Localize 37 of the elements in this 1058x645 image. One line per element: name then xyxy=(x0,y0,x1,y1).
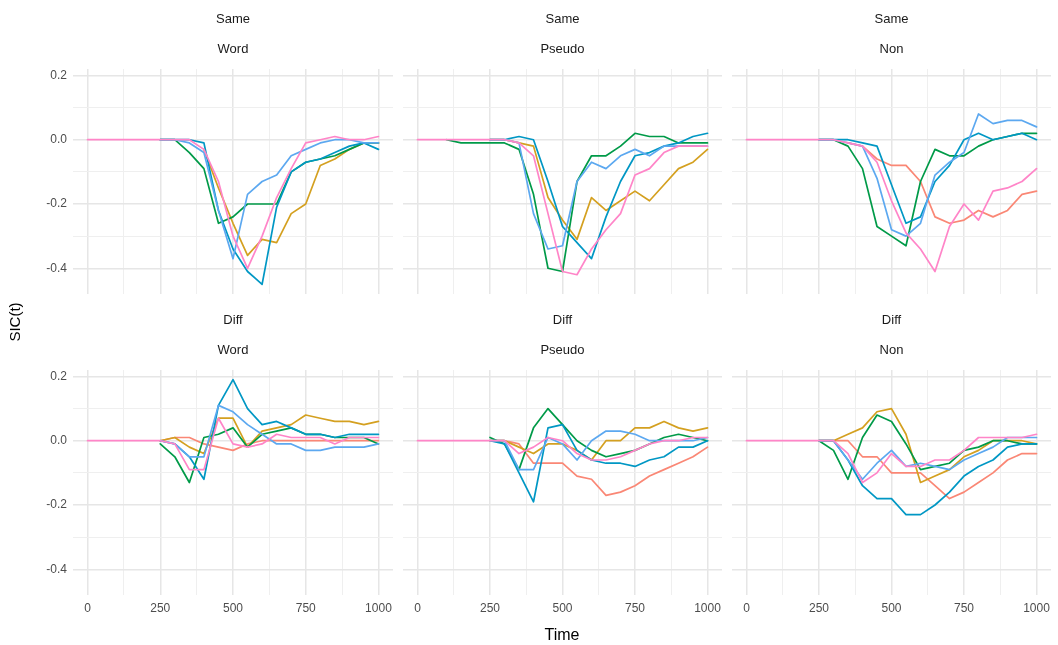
chart-title: Diff xyxy=(551,312,574,328)
chart-title: Diff xyxy=(222,312,244,328)
y-tick-label: 0.0 xyxy=(50,433,68,448)
chart-subtitle: Non xyxy=(878,342,905,358)
y-tick-label: -0.2 xyxy=(46,196,68,211)
x-tick-label: 750 xyxy=(624,600,646,615)
x-tick-label: 1000 xyxy=(1023,600,1051,615)
chart-title: Diff xyxy=(880,312,903,328)
chart-subtitle: Word xyxy=(216,41,250,57)
y-axis-title: SIC(t) xyxy=(5,302,23,342)
chart-subtitle: Non xyxy=(878,41,905,57)
y-tick-label: 0.2 xyxy=(50,67,68,82)
y-tick-label: -0.2 xyxy=(46,497,68,512)
x-tick-label: 0 xyxy=(414,600,422,615)
x-tick-label: 1000 xyxy=(365,600,393,615)
y-tick-label: -0.4 xyxy=(46,561,68,576)
chart-subtitle: Pseudo xyxy=(539,342,586,358)
x-axis-title: Time xyxy=(544,626,580,644)
y-tick-label: 0.0 xyxy=(50,132,68,147)
chart-title: Same xyxy=(215,11,251,27)
chart-title: Same xyxy=(544,11,581,27)
x-tick-label: 500 xyxy=(222,600,244,615)
y-tick-label: 0.2 xyxy=(50,368,68,383)
x-tick-label: 0 xyxy=(743,600,751,615)
y-tick-label: -0.4 xyxy=(46,260,68,275)
chart-title: Same xyxy=(873,11,910,27)
chart-subtitle: Word xyxy=(216,342,250,358)
x-tick-label: 250 xyxy=(808,600,830,615)
x-tick-label: 500 xyxy=(881,600,902,615)
x-tick-label: 250 xyxy=(479,600,501,615)
x-tick-label: 500 xyxy=(552,600,573,615)
chart-subtitle: Pseudo xyxy=(539,41,586,57)
x-tick-label: 1000 xyxy=(694,600,722,615)
x-tick-label: 250 xyxy=(150,600,171,615)
x-tick-label: 750 xyxy=(953,600,975,615)
x-tick-label: 0 xyxy=(84,600,92,615)
x-tick-label: 750 xyxy=(295,600,317,615)
